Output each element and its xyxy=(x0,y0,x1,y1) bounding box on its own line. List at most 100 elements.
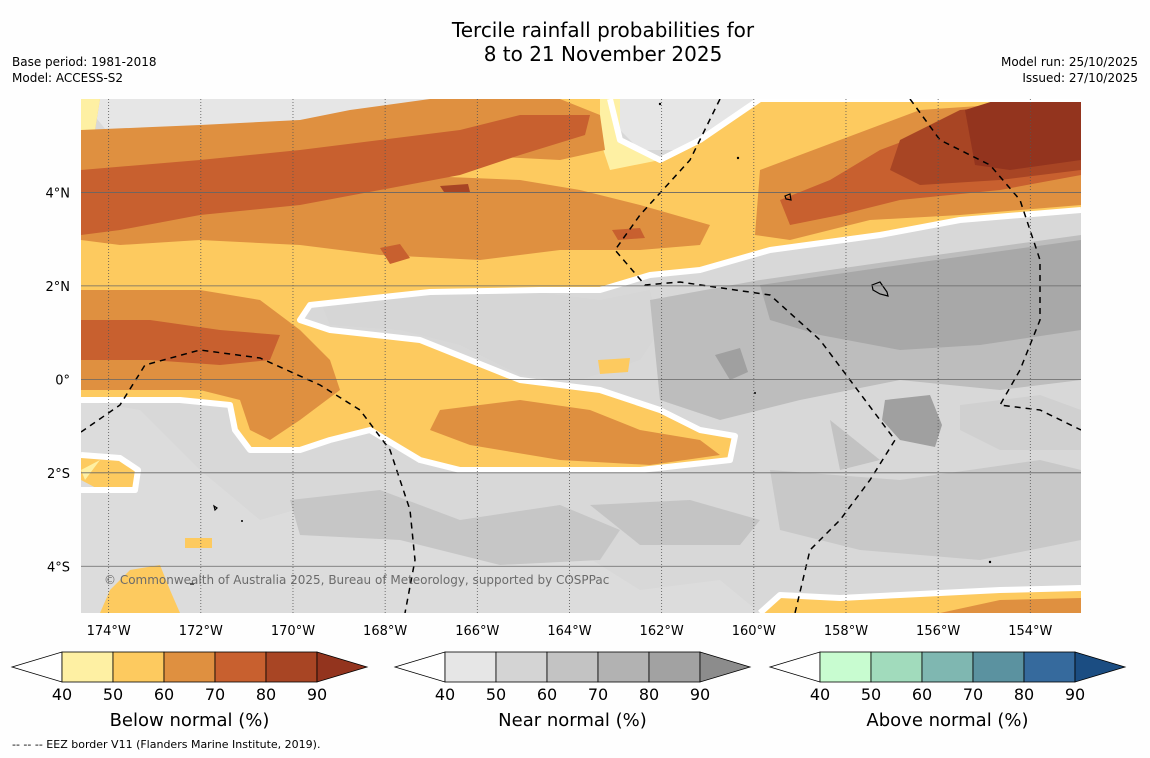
colorbar-segment xyxy=(61,651,114,683)
island-dot-4 xyxy=(241,520,243,522)
colorbar-segment xyxy=(214,651,267,683)
below-normal-60-south-east xyxy=(940,598,1081,613)
near-normal-70-east xyxy=(760,240,1081,350)
colorbar-tick-label: 70 xyxy=(963,685,983,704)
colorbar-tick-label: 80 xyxy=(639,685,659,704)
run-info: Model run: 25/10/2025 Issued: 27/10/2025 xyxy=(1001,54,1138,86)
colorbar-segment xyxy=(163,651,216,683)
model-name: Model: ACCESS-S2 xyxy=(12,71,124,85)
boundary-north xyxy=(607,99,1081,163)
below-normal-70-band xyxy=(81,115,590,235)
colorbar-2: 40 50 60 70 80 90 Above normal (%) xyxy=(768,651,1127,731)
base-info: Base period: 1981-2018 Model: ACCESS-S2 xyxy=(12,54,157,86)
gridlines xyxy=(81,99,1081,613)
eez-border-east xyxy=(909,99,1081,431)
eez-footnote: -- -- -- EEZ border V11 (Flanders Marine… xyxy=(12,738,321,751)
base-period: Base period: 1981-2018 xyxy=(12,55,157,69)
colorbar-under-triangle xyxy=(393,651,446,683)
colorbar-tick-label: 70 xyxy=(588,685,608,704)
colorbar-segment xyxy=(819,651,872,683)
colorbar-label: Near normal (%) xyxy=(498,710,647,731)
x-tick-label: 160°W xyxy=(732,624,776,639)
x-tick-label: 158°W xyxy=(824,624,868,639)
colorbar-under-triangle xyxy=(768,651,821,683)
y-tick-label: 2°N xyxy=(46,280,71,295)
colorbar-tick-label: 50 xyxy=(486,685,506,704)
chart-title: Tercile rainfall probabilities for 8 to … xyxy=(0,18,1150,66)
eez-border-west xyxy=(81,349,416,613)
island-dot-2 xyxy=(736,156,740,160)
x-tick-label: 156°W xyxy=(916,624,960,639)
colorbar-tick-label: 50 xyxy=(861,685,881,704)
near-normal-60-east xyxy=(770,460,1081,560)
below-normal-50-south-corner xyxy=(100,565,180,613)
eez-border-center xyxy=(614,99,896,613)
colorbar-segment xyxy=(870,651,923,683)
boundary-southwest xyxy=(81,452,141,493)
x-tick-label: 154°W xyxy=(1008,624,1052,639)
colorbar-1: 40 50 60 70 80 90 Near normal (%) xyxy=(393,651,752,731)
colorbar-tick-label: 40 xyxy=(810,685,830,704)
colorbar-segment xyxy=(495,651,548,683)
x-tick-label: 174°W xyxy=(87,624,131,639)
colorbar-tick-label: 80 xyxy=(256,685,276,704)
x-tick-label: 162°W xyxy=(640,624,684,639)
y-tick-label: 0° xyxy=(55,373,70,388)
x-tick-label: 170°W xyxy=(271,624,315,639)
colorbar-segment xyxy=(972,651,1025,683)
y-tick-label: 2°S xyxy=(47,467,70,482)
title-line-2: 8 to 21 November 2025 xyxy=(483,42,723,66)
colorbar-over-triangle xyxy=(316,651,369,683)
x-axis-ticks: 174°W 172°W 170°W 168°W 166°W 164°W 162°W 160°W… xyxy=(87,624,1053,639)
colorbar-segment xyxy=(921,651,974,683)
below-normal-60-south xyxy=(430,400,720,465)
below-normal-50-patch xyxy=(185,538,212,548)
islands xyxy=(190,193,889,585)
colorbar-segment xyxy=(648,651,701,683)
island-dot-1 xyxy=(658,102,662,106)
colorbar-tick-label: 90 xyxy=(307,685,327,704)
near-normal-60-southeast xyxy=(590,500,760,545)
near-normal-50-east xyxy=(960,395,1081,450)
near-normal-70-small xyxy=(715,348,748,380)
issued-date: Issued: 27/10/2025 xyxy=(1022,71,1138,85)
colorbar-label: Above normal (%) xyxy=(866,710,1028,731)
colorbar-tick-label: 50 xyxy=(103,685,123,704)
colorbar-over-triangle xyxy=(1074,651,1127,683)
colorbar-over-triangle xyxy=(699,651,752,683)
colorbars: 40 50 60 70 80 90 Below normal (%) 40 50 60 70 80 90… xyxy=(10,651,1127,731)
below-normal-70-west xyxy=(81,320,280,365)
colorbar-label: Below normal (%) xyxy=(110,710,270,731)
colorbar-tick-label: 60 xyxy=(154,685,174,704)
boundary-southeast xyxy=(757,585,1081,613)
below-normal-40-southwest xyxy=(81,460,100,480)
tercile-boundaries xyxy=(81,99,1081,613)
colorbar-under-triangle xyxy=(10,651,63,683)
colorbar-tick-label: 40 xyxy=(435,685,455,704)
colorbar-segment xyxy=(444,651,497,683)
colorbar-tick-label: 80 xyxy=(1014,685,1034,704)
below-normal-80-spot xyxy=(440,184,470,192)
y-tick-label: 4°S xyxy=(47,560,70,575)
near-normal-50-center xyxy=(320,290,660,380)
below-normal-50-center-spot xyxy=(598,358,630,374)
colorbar-tick-label: 60 xyxy=(537,685,557,704)
near-normal-70-patch xyxy=(882,395,942,447)
colorbar-segment xyxy=(597,651,650,683)
model-run: Model run: 25/10/2025 xyxy=(1000,55,1138,69)
colorbar-segment xyxy=(546,651,599,683)
title-line-1: Tercile rainfall probabilities for xyxy=(451,18,755,42)
colorbar-tick-label: 90 xyxy=(1065,685,1085,704)
below-normal-40-corner xyxy=(81,99,100,135)
probability-field: © Commonwealth of Australia 2025, Bureau… xyxy=(81,99,1081,613)
colorbar-tick-label: 40 xyxy=(52,685,72,704)
below-normal-70-spot-2 xyxy=(612,228,645,240)
island-dot-3 xyxy=(754,392,756,394)
near-normal-60-small xyxy=(830,420,880,470)
copyright-text: © Commonwealth of Australia 2025, Bureau… xyxy=(104,573,609,587)
x-tick-label: 172°W xyxy=(179,624,223,639)
y-axis-ticks: 4°N 2°N 0° 2°S 4°S xyxy=(46,186,71,575)
boundary-main xyxy=(81,207,1081,473)
colorbar-tick-label: 60 xyxy=(912,685,932,704)
